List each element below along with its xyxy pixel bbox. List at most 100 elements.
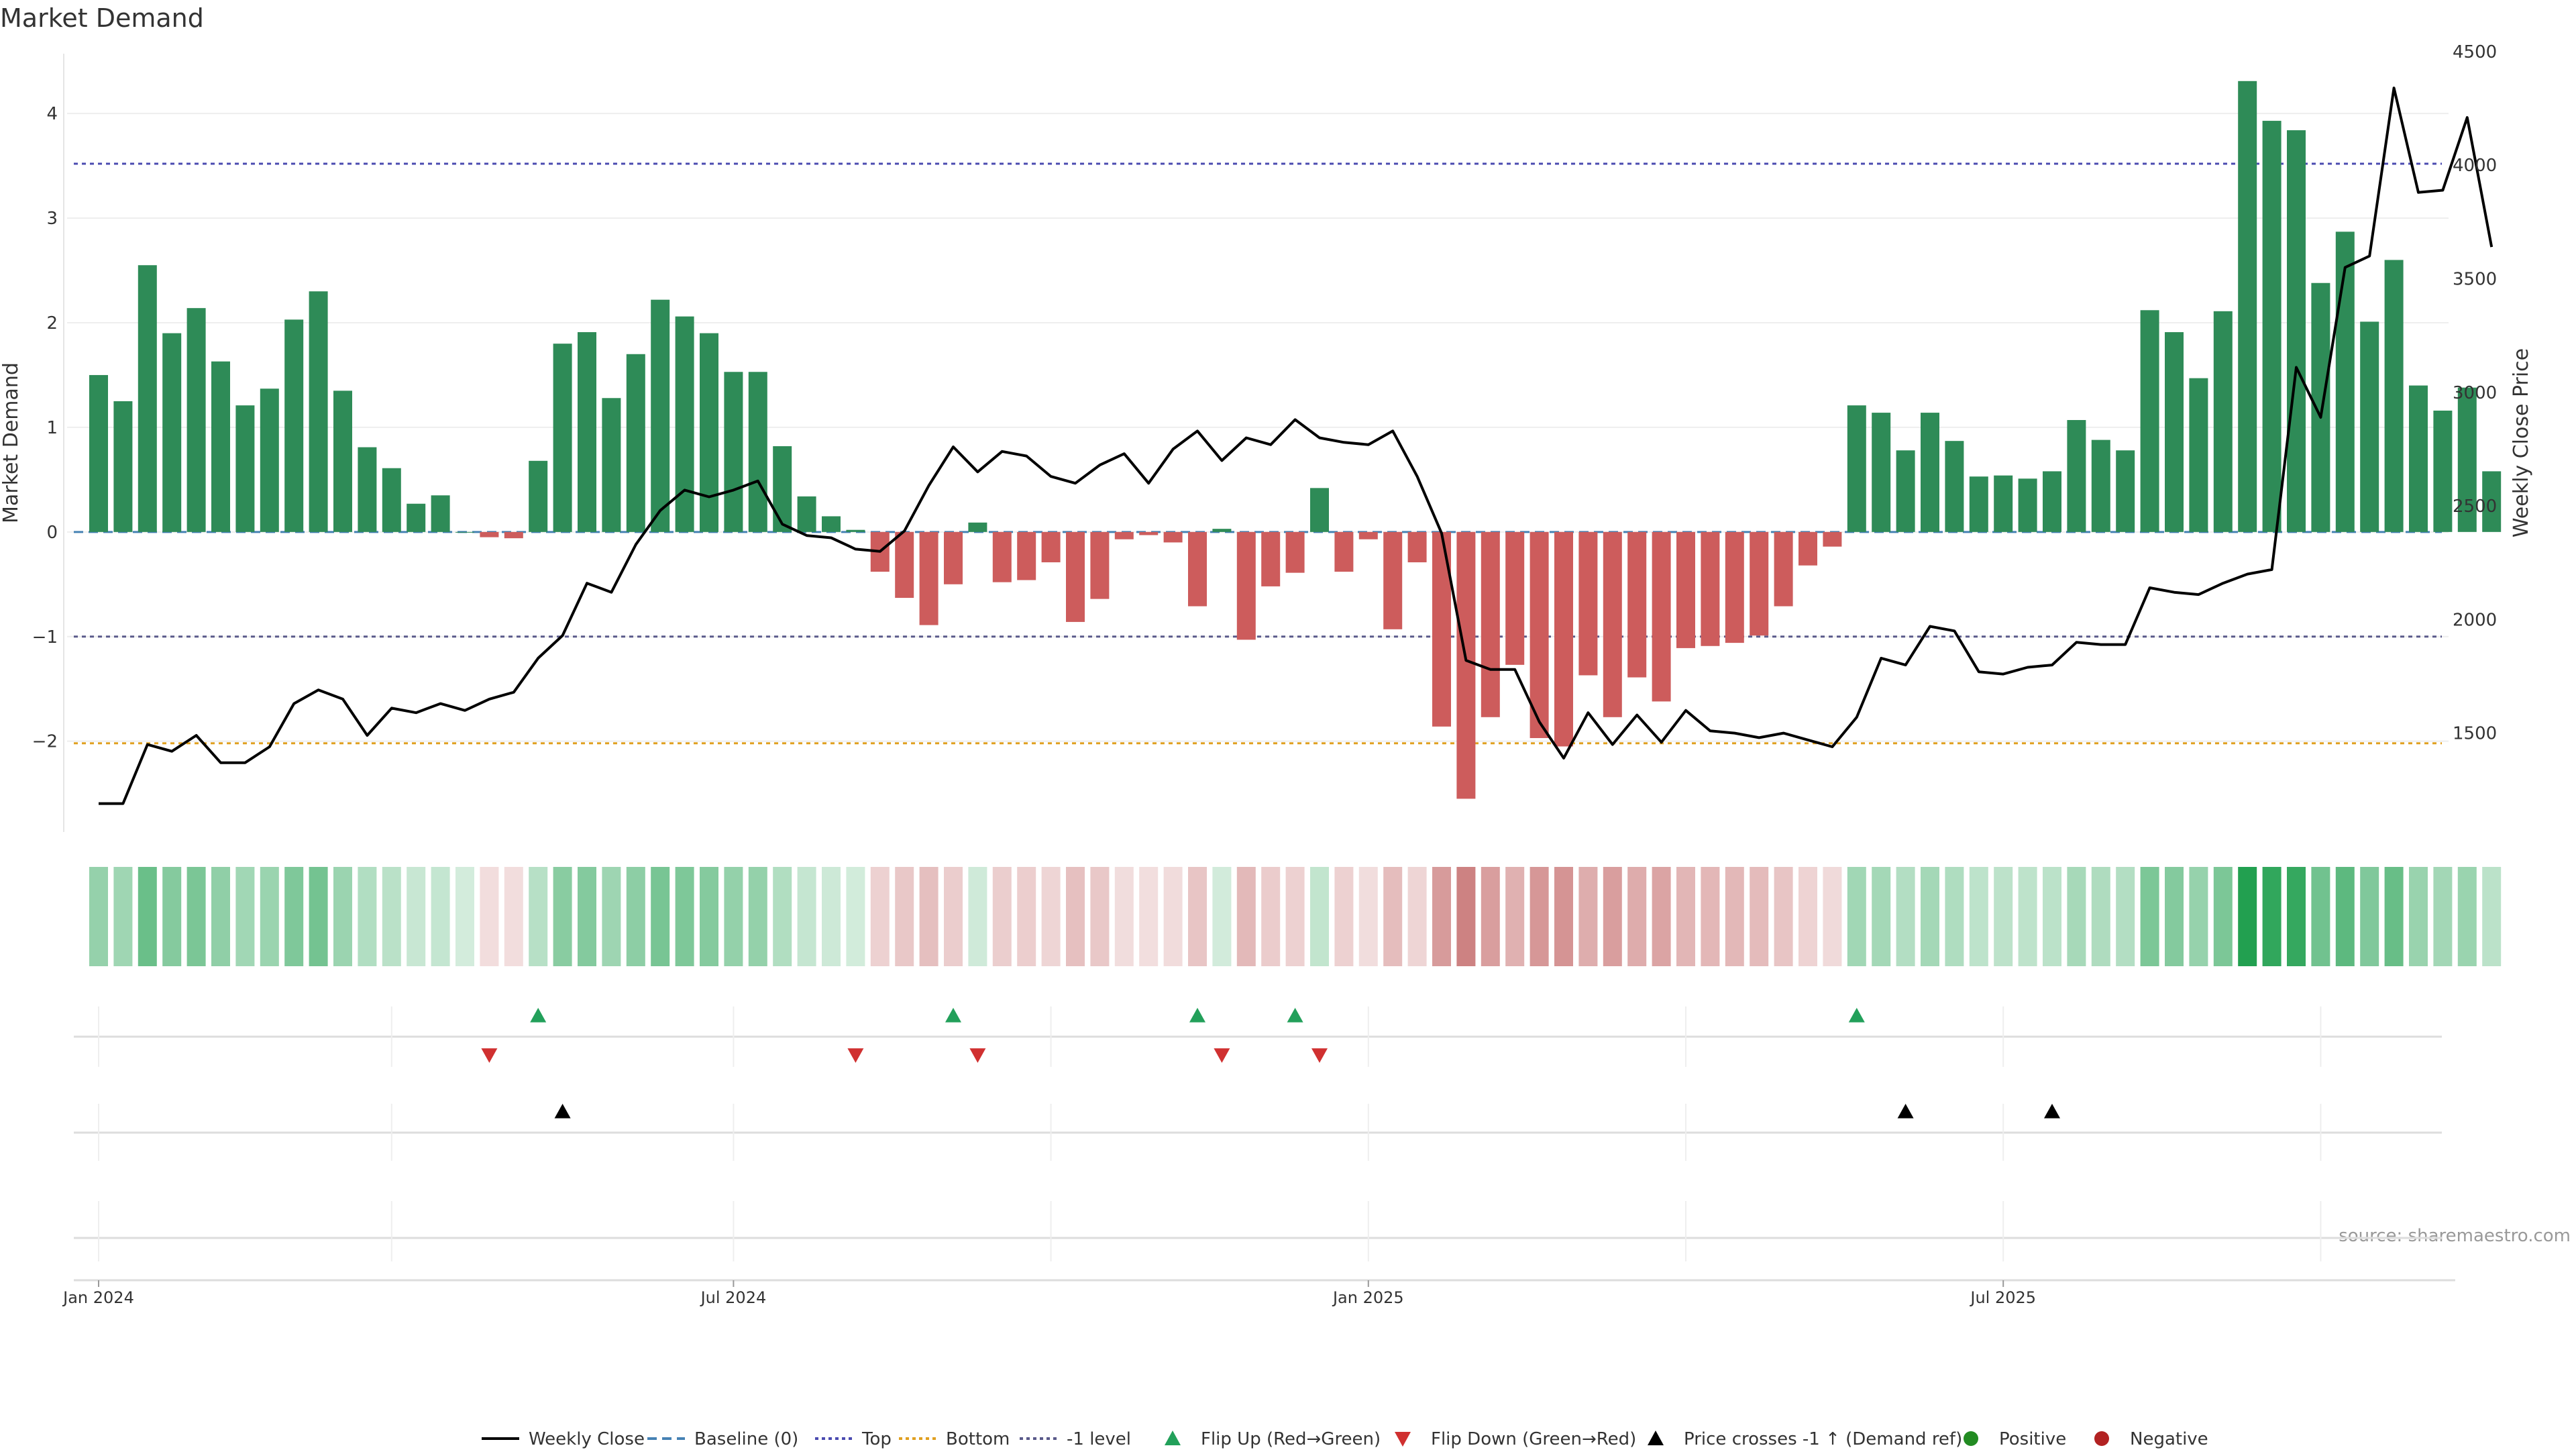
legend-label: Price crosses -1 ↑ (Demand ref) xyxy=(1684,1429,1962,1449)
demand-bar xyxy=(1188,531,1207,607)
heatmap-cell xyxy=(2189,867,2208,966)
x-tick-label: Jan 2024 xyxy=(62,1288,134,1307)
demand-bars xyxy=(89,81,2502,799)
heatmap-cell xyxy=(138,867,157,966)
heatmap-cell xyxy=(1041,867,1061,966)
demand-bar xyxy=(968,522,987,532)
heatmap-cell xyxy=(1994,867,2013,966)
price-cross-marker xyxy=(1897,1104,1914,1119)
heatmap-cell xyxy=(2409,867,2428,966)
demand-bar xyxy=(1139,531,1159,535)
demand-bar xyxy=(358,447,377,532)
heatmap-cell xyxy=(992,867,1012,966)
legend: Weekly Close Baseline (0) Top Bottom -1 leve… xyxy=(482,1429,2208,1449)
demand-bar xyxy=(2189,378,2208,532)
demand-bar xyxy=(651,299,670,532)
heatmap-cell xyxy=(1529,867,1549,966)
x-tick-labels: Jan 2024 Jul 2024 Jan 2025 Jul 2025 xyxy=(62,1280,2036,1307)
demand-bar xyxy=(1383,531,1403,629)
heatmap-cell xyxy=(1921,867,1939,966)
heatmap-cell xyxy=(626,867,645,966)
demand-bar xyxy=(1481,531,1500,717)
heatmap-cell xyxy=(1774,867,1793,966)
heatmap-cell xyxy=(944,867,963,966)
demand-heatmap-strip xyxy=(89,867,2502,966)
demand-bar xyxy=(1578,531,1598,676)
demand-bar xyxy=(1676,531,1695,648)
demand-bar xyxy=(284,319,304,532)
y2-tick-label: 3500 xyxy=(2453,270,2497,290)
legend-label: Positive xyxy=(1999,1429,2066,1449)
heatmap-cell xyxy=(113,867,133,966)
demand-bar xyxy=(626,354,645,532)
heatmap-cell xyxy=(748,867,767,966)
legend-swatch xyxy=(1648,1431,1664,1445)
demand-bar xyxy=(602,398,621,532)
legend-item-positive: Positive xyxy=(1964,1429,2066,1449)
heatmap-cell xyxy=(1481,867,1500,966)
heatmap-cell xyxy=(2043,867,2061,966)
demand-bar xyxy=(1163,531,1183,543)
demand-bar xyxy=(1090,531,1110,599)
demand-bar xyxy=(1969,476,1988,532)
heatmap-cell xyxy=(822,867,841,966)
legend-swatch xyxy=(1165,1431,1181,1445)
demand-bar xyxy=(578,332,596,532)
legend-item-negative: Negative xyxy=(2094,1429,2208,1449)
legend-label: Baseline (0) xyxy=(694,1429,798,1449)
demand-bar xyxy=(2262,121,2282,532)
event-markers xyxy=(74,1006,2455,1282)
heatmap-cell xyxy=(333,867,352,966)
flip-down-marker xyxy=(1214,1048,1230,1063)
demand-bar xyxy=(895,531,914,599)
demand-bar xyxy=(1310,488,1329,532)
legend-label: Bottom xyxy=(946,1429,1010,1449)
flip-down-marker xyxy=(481,1048,498,1063)
demand-bar xyxy=(1334,531,1354,572)
demand-bar xyxy=(2287,130,2306,532)
demand-bar xyxy=(333,391,352,532)
x-tick-label: Jan 2025 xyxy=(1332,1288,1404,1307)
demand-bar xyxy=(1847,405,1866,532)
demand-bar xyxy=(2140,310,2159,532)
heatmap-cell xyxy=(358,867,377,966)
heatmap-cell xyxy=(2238,867,2257,966)
demand-bar xyxy=(162,333,182,532)
heatmap-cell xyxy=(1383,867,1403,966)
flip-down-marker xyxy=(969,1048,986,1063)
heatmap-cell xyxy=(2287,867,2306,966)
demand-bar xyxy=(748,372,767,532)
heatmap-cell xyxy=(2018,867,2037,966)
demand-bar xyxy=(1285,531,1305,573)
heatmap-cell xyxy=(1114,867,1134,966)
heatmap-cell xyxy=(260,867,279,966)
heatmap-cell xyxy=(1627,867,1647,966)
legend-item-baseline: Baseline (0) xyxy=(647,1429,798,1449)
heatmap-cell xyxy=(1603,867,1622,966)
demand-bar xyxy=(382,468,401,532)
heatmap-cell xyxy=(1969,867,1988,966)
demand-bar xyxy=(700,333,718,532)
demand-bar xyxy=(2018,478,2037,532)
heatmap-cell xyxy=(1872,867,1891,966)
heatmap-cell xyxy=(919,867,938,966)
demand-bar xyxy=(1236,531,1256,640)
heatmap-cell xyxy=(2457,867,2477,966)
demand-bar xyxy=(1945,441,1964,532)
demand-bar xyxy=(822,516,841,532)
legend-item-weekly_close: Weekly Close xyxy=(482,1429,645,1449)
heatmap-cell xyxy=(1188,867,1207,966)
y2-tick-label: 4500 xyxy=(2453,42,2497,62)
demand-bar xyxy=(2043,471,2061,532)
y2-tick-labels: 1500 2000 2500 3000 3500 4000 4500 xyxy=(2453,42,2497,744)
heatmap-cell xyxy=(1847,867,1866,966)
demand-bar xyxy=(1114,531,1134,539)
x-tick-label: Jul 2025 xyxy=(1969,1288,2036,1307)
y-tick-label: 3 xyxy=(46,209,58,229)
demand-bar xyxy=(2238,81,2257,532)
y-tick-label: −2 xyxy=(32,732,58,752)
demand-bar xyxy=(724,372,743,532)
heatmap-cell xyxy=(1676,867,1695,966)
